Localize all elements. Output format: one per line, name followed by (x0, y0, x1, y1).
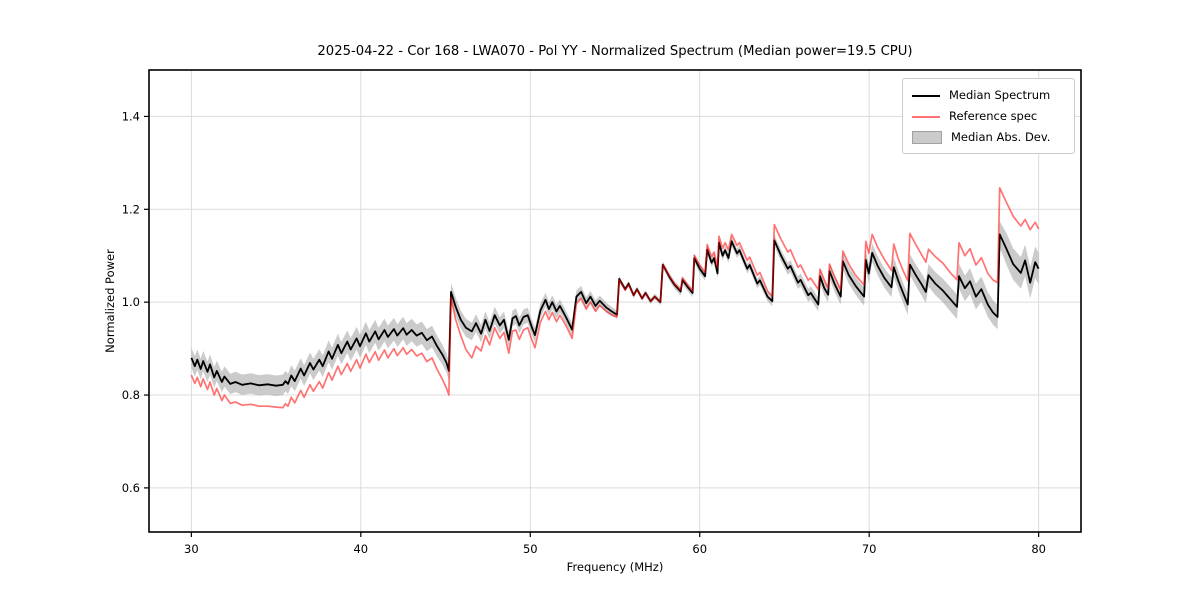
legend-label: Reference spec (949, 109, 1038, 123)
median-spectrum-line (190, 233, 1040, 387)
x-tick-label: 60 (692, 542, 707, 556)
axes-frame (148, 69, 1082, 533)
x-tick-label: 80 (1031, 542, 1046, 556)
y-tick-label: 0.6 (122, 481, 140, 495)
legend-item-reference-spec: Reference spec (912, 106, 1065, 127)
y-tick-label: 1.0 (122, 295, 140, 309)
x-tick-label: 70 (862, 542, 877, 556)
legend-patch-sample (912, 131, 942, 144)
y-tick-label: 1.4 (122, 109, 140, 123)
legend-item-median-abs-dev-: Median Abs. Dev. (912, 127, 1065, 148)
x-axis-label: Frequency (MHz) (566, 560, 664, 574)
legend-label: Median Spectrum (949, 88, 1051, 102)
x-tick-label: 50 (523, 542, 538, 556)
legend-line-sample (912, 94, 940, 97)
y-tick-label: 1.2 (122, 202, 140, 216)
mad-band (191, 221, 1039, 396)
reference-spec-line (190, 187, 1040, 409)
y-axis-label: Normalized Power (103, 249, 117, 353)
y-tick-label: 0.8 (122, 388, 140, 402)
legend-item-median-spectrum: Median Spectrum (912, 85, 1065, 106)
legend-line-sample (912, 115, 940, 118)
chart-title: 2025-04-22 - Cor 168 - LWA070 - Pol YY -… (317, 44, 913, 59)
legend: Median Spectrum Reference spec Median Abs.… (902, 78, 1075, 154)
x-tick-label: 30 (184, 542, 199, 556)
x-tick-label: 40 (353, 542, 368, 556)
legend-label: Median Abs. Dev. (951, 130, 1051, 144)
